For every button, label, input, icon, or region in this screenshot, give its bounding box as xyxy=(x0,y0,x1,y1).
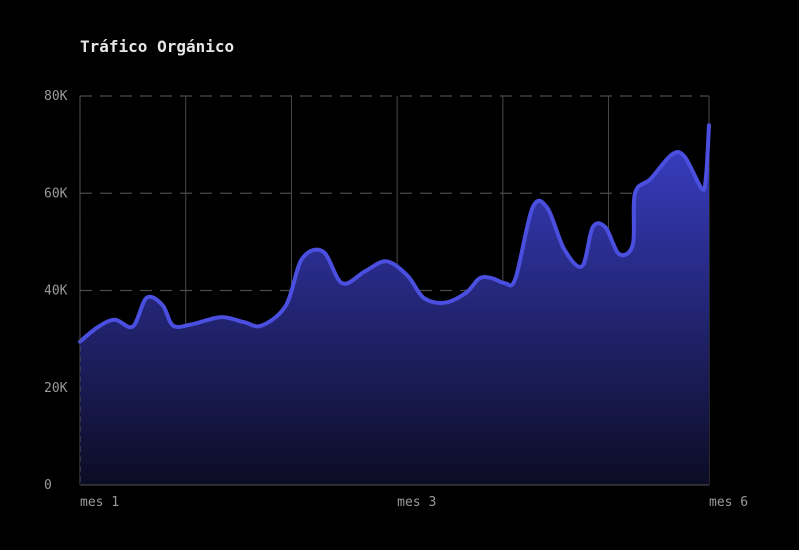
x-tick-label: mes 3 xyxy=(397,495,436,510)
x-tick-label: mes 1 xyxy=(80,495,119,510)
y-tick-label: 0 xyxy=(44,478,52,493)
chart-title: Tráfico Orgánico xyxy=(80,37,235,56)
y-tick-label: 20K xyxy=(44,381,68,396)
x-tick-label: mes 6 xyxy=(709,495,748,510)
y-tick-label: 40K xyxy=(44,284,68,299)
series-line xyxy=(78,123,711,344)
series-area xyxy=(80,125,709,485)
y-tick-label: 60K xyxy=(44,186,68,201)
y-tick-label: 80K xyxy=(44,89,68,104)
